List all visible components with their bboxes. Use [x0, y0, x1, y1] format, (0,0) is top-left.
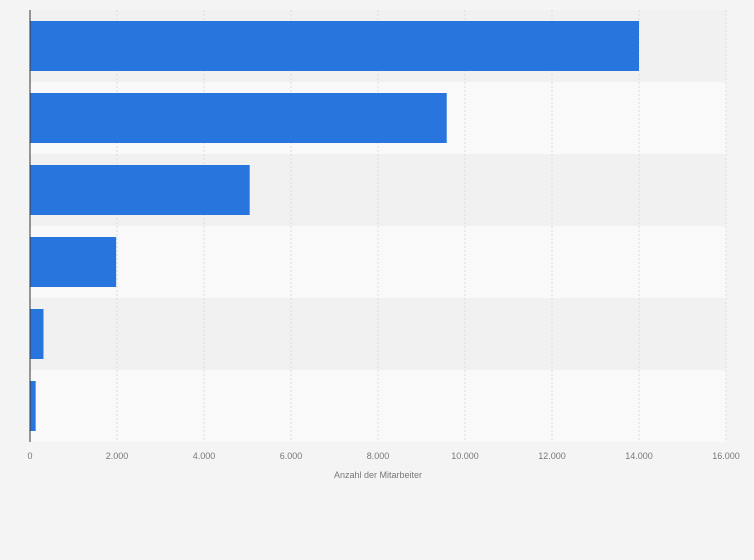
bar: [30, 309, 44, 359]
bar: [30, 381, 36, 431]
x-tick-label: 16.000: [712, 451, 740, 461]
bar: [30, 237, 117, 287]
bar: [30, 93, 447, 143]
x-tick-label: 8.000: [367, 451, 390, 461]
x-tick-label: 2.000: [106, 451, 129, 461]
gridlines: [116, 10, 727, 442]
bars: [30, 21, 639, 431]
bar: [30, 21, 639, 71]
x-axis-title: Anzahl der Mitarbeiter: [334, 470, 422, 480]
x-tick-label: 12.000: [538, 451, 566, 461]
bar: [30, 165, 250, 215]
x-tick-label: 6.000: [280, 451, 303, 461]
x-tick-label: 0: [27, 451, 32, 461]
x-tick-label: 10.000: [451, 451, 479, 461]
x-axis-ticks: 0 2.000 4.000 6.000 8.000 10.000 12.000 14.000 1…: [27, 451, 739, 461]
x-tick-label: 4.000: [193, 451, 216, 461]
x-tick-label: 14.000: [625, 451, 653, 461]
